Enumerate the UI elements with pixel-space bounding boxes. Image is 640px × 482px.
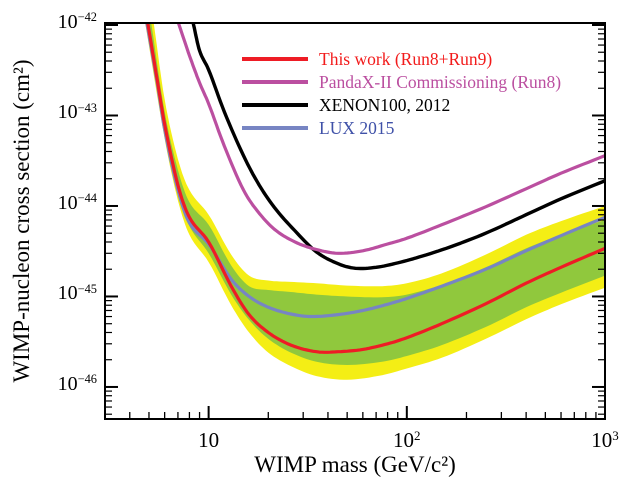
x-tick-label: 10	[198, 428, 220, 452]
curve-xenon100-2012	[191, 23, 605, 271]
axis-frame-and-ticks	[104, 22, 606, 420]
y-axis-title: WIMP-nucleon cross section (cm²)	[9, 59, 34, 383]
legend-label-this-work: This work (Run8+Run9)	[319, 49, 493, 69]
legend-line-xenon100	[242, 103, 308, 107]
y-tick-label: 10−42	[57, 10, 97, 33]
x-tick-label: 103	[591, 427, 619, 452]
legend-entry-xenon100: XENON100, 2012	[242, 94, 450, 116]
y-tick-label: 10−46	[57, 372, 97, 395]
legend-entry-lux: LUX 2015	[242, 117, 394, 139]
legend-line-pandax-run8	[242, 80, 308, 84]
y-tick-label: 10−45	[57, 281, 97, 305]
legend-label-pandax-run8: PandaX-II Commissioning (Run8)	[319, 72, 562, 92]
curve-this-work-run8-run9	[146, 23, 605, 354]
legend-entry-pandax-run8: PandaX-II Commissioning (Run8)	[242, 71, 561, 93]
inner-band-green	[145, 23, 605, 365]
legend-line-lux	[242, 126, 308, 130]
sensitivity-band-layer	[145, 23, 605, 380]
plot-frame	[104, 22, 606, 420]
y-tick-label: 10−43	[57, 100, 97, 124]
x-tick-label: 102	[393, 427, 421, 452]
legend-line-this-work	[242, 57, 308, 61]
curve-pandax-ii-commissioning-run8	[176, 23, 605, 255]
limit-curve-layer	[145, 23, 605, 354]
y-tick-label: 10−44	[57, 191, 97, 214]
legend-entry-this-work: This work (Run8+Run9)	[242, 48, 492, 70]
legend-label-lux: LUX 2015	[319, 118, 395, 138]
legend-label-xenon100: XENON100, 2012	[319, 95, 451, 115]
x-axis-title: WIMP mass (GeV/c²)	[254, 452, 456, 477]
